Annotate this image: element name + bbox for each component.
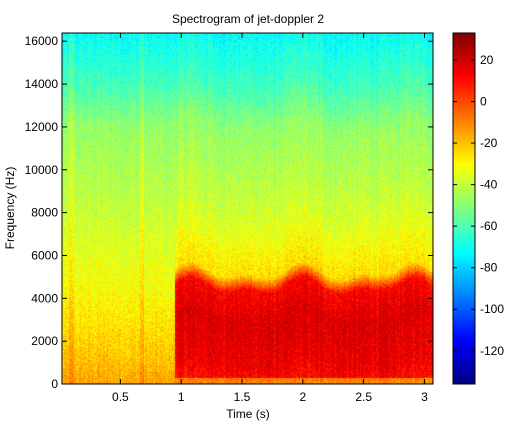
colorbar-tick-label: -120 — [480, 344, 504, 358]
colorbar-tick-label: 20 — [480, 53, 494, 67]
x-tick-label: 3 — [421, 390, 428, 404]
colorbar-tick-label: -40 — [480, 178, 498, 192]
y-tick-label: 4000 — [31, 291, 58, 305]
y-tick-label: 14000 — [25, 77, 59, 91]
plot-area: 0.5 1 1.5 2 2.5 3 0 2000 4000 6000 8000 10000 12000… — [25, 32, 434, 404]
y-tick-label: 2000 — [31, 334, 58, 348]
y-axis-label: Frequency (Hz) — [3, 167, 17, 250]
x-tick-label: 2 — [300, 390, 307, 404]
y-tick-label: 6000 — [31, 248, 58, 262]
y-tick-label: 0 — [51, 377, 58, 391]
x-tick-label: 0.5 — [112, 390, 129, 404]
y-tick-label: 8000 — [31, 206, 58, 220]
colorbar-tick-label: -60 — [480, 219, 498, 233]
x-axis-label: Time (s) — [226, 407, 270, 421]
x-tick-label: 1 — [178, 390, 185, 404]
chart-title: Spectrogram of jet-doppler 2 — [172, 12, 324, 26]
spectrogram-heatmap — [62, 33, 433, 384]
colorbar-frame — [452, 32, 476, 385]
x-tick-label: 2.5 — [355, 390, 372, 404]
colorbar-axis: 20 0 -20 -40 -60 -80 -100 -120 — [453, 53, 504, 358]
y-tick-label: 10000 — [25, 163, 59, 177]
x-axis: 0.5 1 1.5 2 2.5 3 — [112, 33, 428, 404]
plot-frame — [61, 32, 434, 385]
colorbar-gradient — [453, 33, 475, 384]
colorbar-tick-label: -80 — [480, 261, 498, 275]
colorbar-tick-label: 0 — [480, 95, 487, 109]
y-tick-label: 12000 — [25, 120, 59, 134]
colorbar-tick-label: -100 — [480, 302, 504, 316]
x-tick-label: 1.5 — [234, 390, 251, 404]
y-tick-label: 16000 — [25, 34, 59, 48]
colorbar: 20 0 -20 -40 -60 -80 -100 -120 — [452, 32, 504, 385]
colorbar-tick-label: -20 — [480, 136, 498, 150]
y-axis: 0 2000 4000 6000 8000 10000 12000 14000 16000 — [25, 34, 433, 391]
